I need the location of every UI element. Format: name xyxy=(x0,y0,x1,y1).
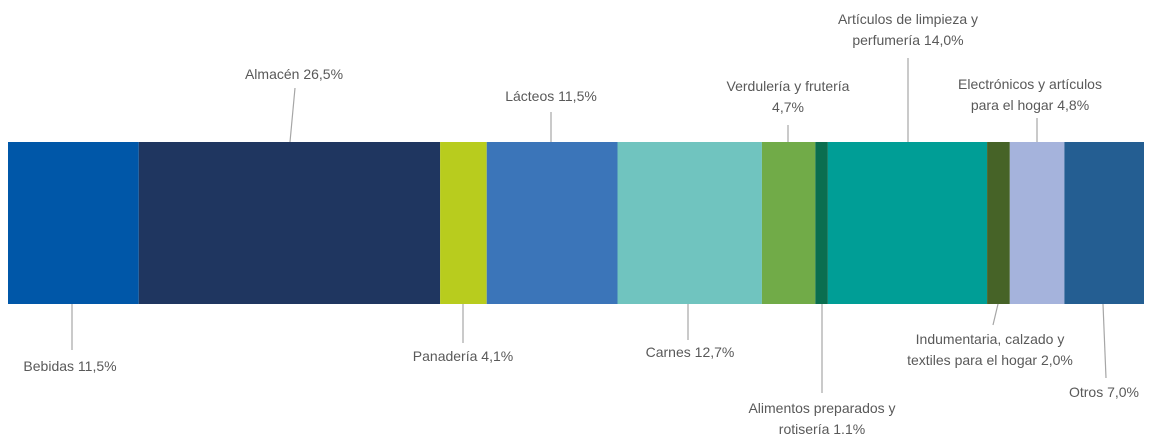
category-label: Otros xyxy=(1069,384,1103,400)
bar-segment xyxy=(1064,142,1144,304)
segment-label: Almacén 26,5% xyxy=(245,66,343,82)
category-label: Verdulería y frutería xyxy=(727,78,850,94)
bar-segment xyxy=(987,142,1010,304)
value-label: 11,5% xyxy=(74,358,117,374)
leader-line xyxy=(1102,303,1107,379)
category-label: perfumería xyxy=(852,32,920,48)
bar-segment xyxy=(138,142,441,304)
value-label: 14,0% xyxy=(920,32,964,48)
bar-segment xyxy=(8,142,139,304)
segment-label: Electrónicos y artículos para el hogar 4,… xyxy=(958,76,1102,113)
value-label: 1.1% xyxy=(829,421,865,436)
segment-label: Panadería 4,1% xyxy=(413,348,513,364)
value-label: 11,5% xyxy=(554,88,597,104)
category-label: Electrónicos y artículos xyxy=(958,76,1102,92)
category-label: Artículos de limpieza y xyxy=(838,11,978,27)
bar-segment xyxy=(827,142,988,304)
category-label: Lácteos xyxy=(505,88,554,104)
value-label: 4,1% xyxy=(477,348,513,364)
value-label: 2,0% xyxy=(1037,352,1073,368)
segment-label: Lácteos 11,5% xyxy=(505,88,597,104)
bar-segment xyxy=(617,142,762,304)
segment-label: Verdulería y frutería 4,7% xyxy=(727,78,850,115)
category-label: Alimentos preparados y xyxy=(748,400,895,416)
segment-label: Carnes 12,7% xyxy=(646,344,735,360)
bar-segment xyxy=(1009,142,1065,304)
category-label: Carnes xyxy=(646,344,691,360)
category-label: textiles para el hogar xyxy=(907,352,1037,368)
value-label: 7,0% xyxy=(1103,384,1139,400)
segment-label: Indumentaria, calzado y textiles para el … xyxy=(907,331,1073,368)
bar-segment xyxy=(440,142,487,304)
value-label: 26,5% xyxy=(299,66,343,82)
leader-line xyxy=(289,87,296,143)
category-label: Bebidas xyxy=(23,358,74,374)
category-label: para el hogar xyxy=(971,97,1054,113)
category-label: rotisería xyxy=(779,421,830,436)
bar-segment xyxy=(486,142,618,304)
segment-label: Artículos de limpieza y perfumería 14,0% xyxy=(838,11,978,48)
category-label: Almacén xyxy=(245,66,299,82)
bar-segment xyxy=(761,142,816,304)
segment-label: Bebidas 11,5% xyxy=(23,358,116,374)
value-label: 12,7% xyxy=(691,344,735,360)
segment-label: Otros 7,0% xyxy=(1069,384,1139,400)
bar-segment xyxy=(815,142,828,304)
value-label: 4,7% xyxy=(772,99,804,115)
leader-line xyxy=(992,303,999,326)
category-label: Panadería xyxy=(413,348,478,364)
value-label: 4,8% xyxy=(1053,97,1089,113)
category-label: Indumentaria, calzado y xyxy=(916,331,1065,347)
segment-label: Alimentos preparados y rotisería 1.1% xyxy=(748,400,895,436)
